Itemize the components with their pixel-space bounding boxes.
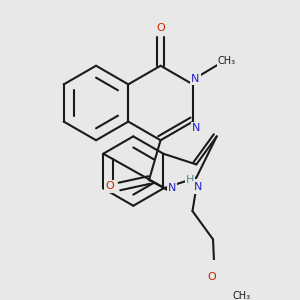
Text: N: N <box>168 183 176 193</box>
Text: CH₃: CH₃ <box>218 56 236 66</box>
Text: H: H <box>186 175 194 185</box>
Text: O: O <box>207 272 216 282</box>
Text: N: N <box>191 74 200 84</box>
Text: CH₃: CH₃ <box>233 291 251 300</box>
Text: O: O <box>156 23 165 34</box>
Text: N: N <box>192 123 200 133</box>
Text: N: N <box>194 182 202 193</box>
Text: O: O <box>105 182 114 191</box>
